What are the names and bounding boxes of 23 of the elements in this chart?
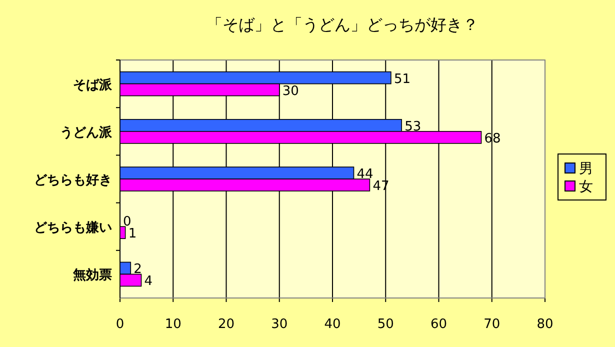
datalabel: 2 [134, 262, 142, 278]
xtick: 40 [324, 317, 341, 332]
xtick: 80 [536, 317, 554, 332]
legend: 男 [579, 161, 593, 177]
xtick: 60 [430, 317, 448, 332]
ycat: どちらも好き [34, 173, 112, 188]
legend: 女 [579, 179, 593, 195]
xtick: 20 [218, 317, 235, 332]
xtick: 30 [271, 317, 288, 332]
ycat: うどん派 [60, 125, 112, 140]
ycat: 無効票 [73, 268, 112, 284]
xtick: 0 [116, 317, 124, 332]
datalabel: 44 [356, 167, 374, 182]
ycat: そば派 [73, 78, 112, 93]
ycat: どちらも嫌い [34, 220, 112, 236]
xtick: 10 [164, 317, 182, 332]
datalabel: 4 [144, 274, 153, 290]
datalabel: 30 [282, 84, 299, 99]
xtick: 50 [377, 317, 394, 332]
datalabel: 51 [394, 72, 410, 87]
xtick: 70 [484, 317, 500, 332]
datalabel: 53 [404, 119, 422, 134]
title: 「そば」と「うどん」どっちが好き？ [206, 15, 478, 34]
